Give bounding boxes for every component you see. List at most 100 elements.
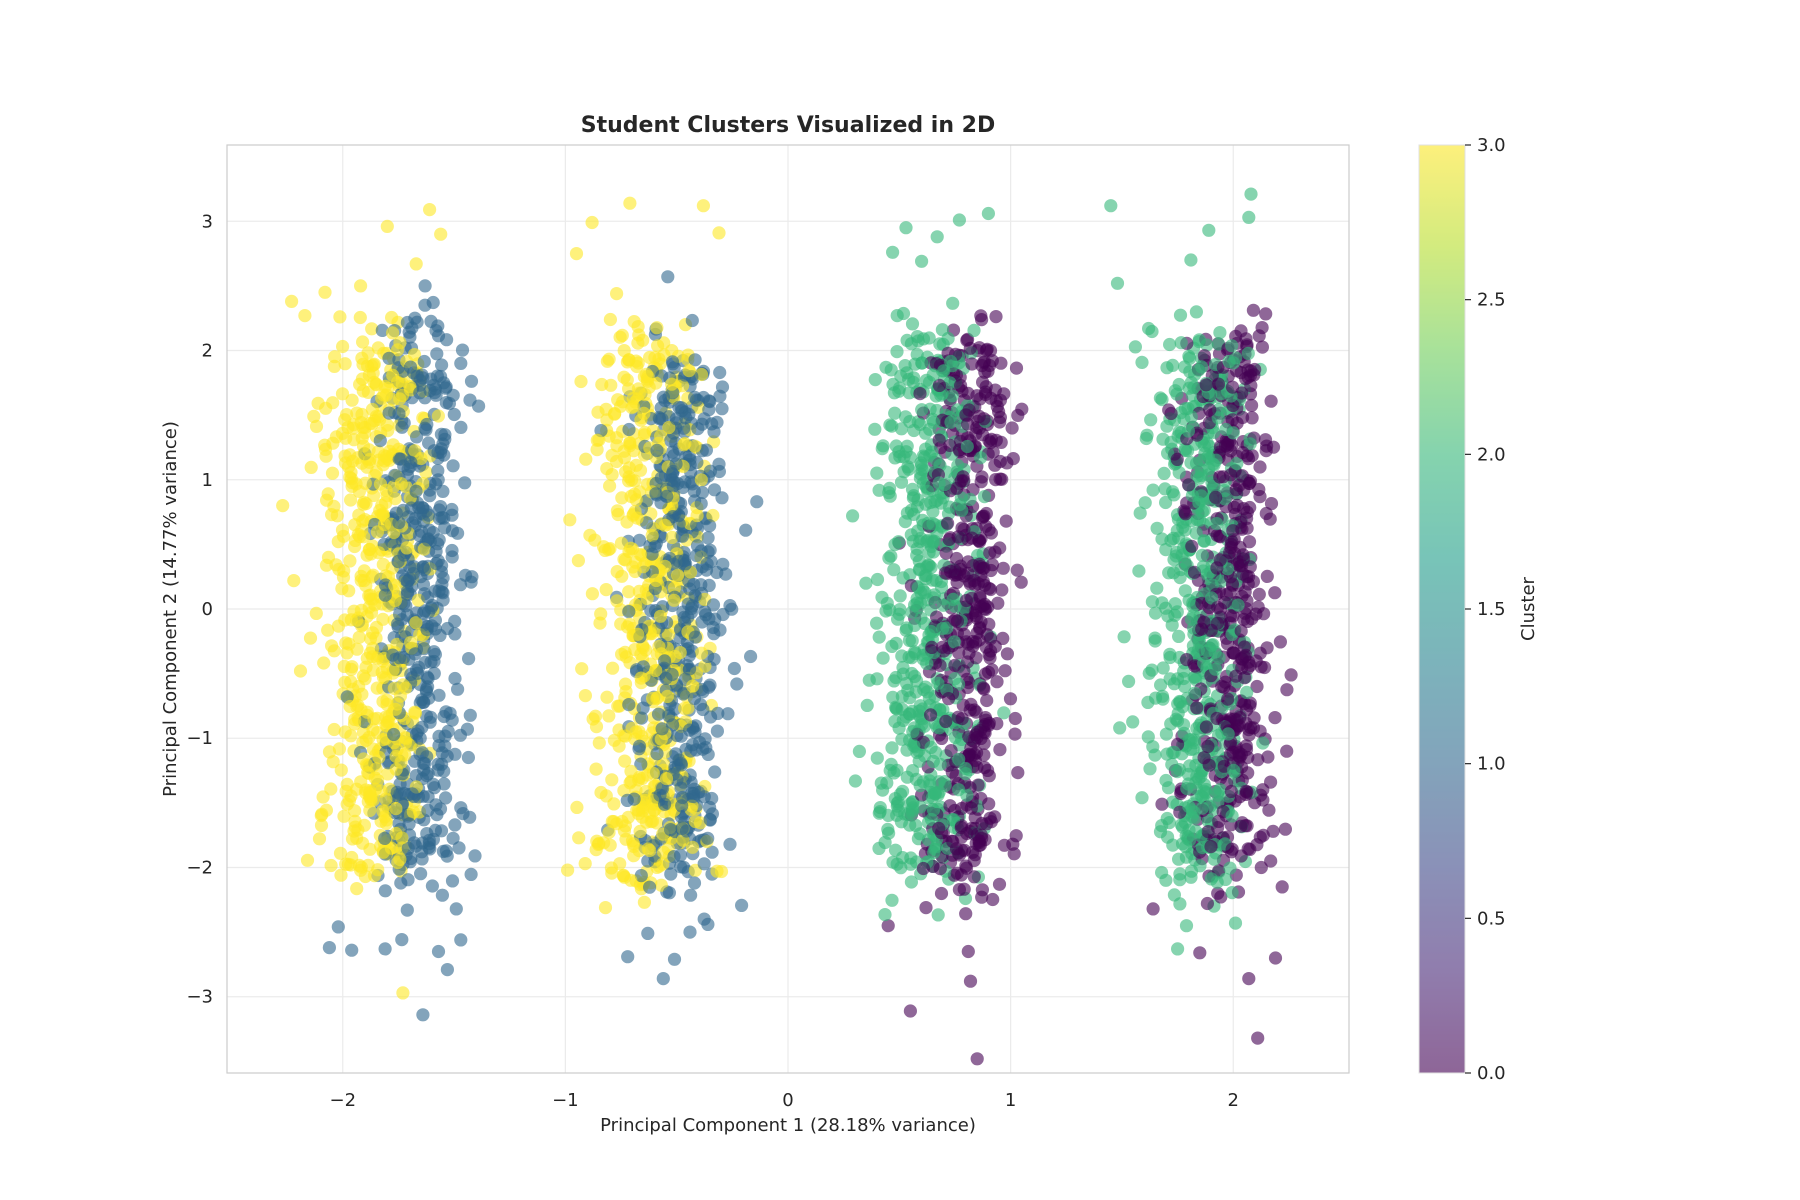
data-point-cluster-1 <box>701 545 715 559</box>
data-point-cluster-2 <box>1146 740 1160 754</box>
data-point-cluster-0 <box>1224 784 1238 799</box>
data-point-cluster-1 <box>446 388 460 402</box>
data-point-cluster-3 <box>364 606 379 620</box>
data-point-cluster-2 <box>1163 337 1177 352</box>
data-point-cluster-0 <box>941 516 955 530</box>
data-point-cluster-2 <box>1170 545 1184 559</box>
data-point-cluster-0 <box>1264 854 1278 868</box>
data-point-cluster-1 <box>658 797 672 811</box>
data-point-cluster-1 <box>322 941 336 955</box>
data-point-cluster-2 <box>1150 521 1164 535</box>
data-point-cluster-0 <box>1003 692 1018 706</box>
data-point-cluster-2 <box>1182 799 1196 814</box>
data-point-cluster-2 <box>918 585 932 600</box>
y-tick-label: −1 <box>186 728 213 749</box>
data-point-cluster-3 <box>632 844 646 858</box>
data-point-cluster-3 <box>637 895 652 909</box>
data-point-cluster-1 <box>461 750 475 765</box>
data-point-cluster-0 <box>1213 553 1227 567</box>
data-point-cluster-1 <box>419 685 434 699</box>
data-point-cluster-0 <box>1254 860 1268 875</box>
data-point-cluster-3 <box>311 396 325 410</box>
data-point-cluster-1 <box>382 406 396 420</box>
data-point-cluster-0 <box>998 664 1012 678</box>
data-point-cluster-1 <box>699 608 713 622</box>
data-point-cluster-0 <box>980 693 994 708</box>
data-point-cluster-1 <box>735 898 749 913</box>
data-point-cluster-0 <box>1231 557 1245 571</box>
data-point-cluster-0 <box>1225 842 1239 856</box>
data-point-cluster-2 <box>1135 355 1149 369</box>
data-point-cluster-2 <box>1208 662 1223 676</box>
data-point-cluster-3 <box>642 806 657 820</box>
data-point-cluster-2 <box>872 806 886 820</box>
data-point-cluster-1 <box>331 920 345 934</box>
data-point-cluster-1 <box>416 695 430 709</box>
data-point-cluster-2 <box>888 843 903 857</box>
data-point-cluster-2 <box>1133 506 1147 520</box>
data-point-cluster-0 <box>963 703 977 717</box>
data-point-cluster-2 <box>915 403 929 417</box>
data-point-cluster-0 <box>1268 951 1283 965</box>
data-point-cluster-2 <box>883 418 897 432</box>
data-point-cluster-2 <box>903 707 917 721</box>
data-point-cluster-0 <box>1218 595 1232 610</box>
data-point-cluster-2 <box>1156 661 1170 675</box>
data-point-cluster-0 <box>932 821 946 836</box>
data-point-cluster-1 <box>440 963 454 977</box>
data-point-cluster-3 <box>634 413 648 427</box>
data-point-cluster-1 <box>436 844 450 859</box>
data-point-cluster-0 <box>1011 766 1025 780</box>
data-point-cluster-3 <box>325 466 340 480</box>
data-point-cluster-1 <box>681 610 695 624</box>
data-point-cluster-1 <box>416 578 431 592</box>
data-point-cluster-2 <box>977 490 992 504</box>
data-point-cluster-3 <box>615 328 629 342</box>
data-point-cluster-2 <box>846 509 860 523</box>
data-point-cluster-1 <box>685 599 700 613</box>
data-point-cluster-0 <box>983 651 997 665</box>
data-point-cluster-0 <box>1259 307 1273 321</box>
data-point-cluster-2 <box>893 603 907 617</box>
data-point-cluster-2 <box>1113 721 1127 735</box>
data-point-cluster-0 <box>933 862 947 876</box>
data-point-cluster-0 <box>1226 646 1240 660</box>
data-point-cluster-3 <box>409 616 423 630</box>
data-point-cluster-1 <box>664 823 678 837</box>
data-point-cluster-1 <box>650 747 664 761</box>
data-point-cluster-1 <box>684 888 698 902</box>
data-point-cluster-2 <box>1145 595 1159 609</box>
data-point-cluster-3 <box>632 725 646 739</box>
data-point-cluster-2 <box>1240 685 1254 700</box>
data-point-cluster-0 <box>1015 402 1029 416</box>
data-point-cluster-0 <box>1200 896 1214 911</box>
data-point-cluster-3 <box>366 641 380 656</box>
data-point-cluster-2 <box>926 517 940 531</box>
data-point-cluster-3 <box>356 669 370 683</box>
data-point-cluster-0 <box>1255 321 1269 335</box>
data-point-cluster-3 <box>321 623 335 637</box>
data-point-cluster-2 <box>1179 840 1193 854</box>
data-point-cluster-0 <box>1260 569 1274 584</box>
data-point-cluster-3 <box>614 617 628 631</box>
data-point-cluster-3 <box>377 517 392 532</box>
data-point-cluster-2 <box>1132 564 1146 578</box>
data-point-cluster-1 <box>680 824 694 838</box>
data-point-cluster-3 <box>395 388 410 402</box>
data-point-cluster-3 <box>337 809 351 823</box>
data-point-cluster-2 <box>1142 321 1156 336</box>
data-point-cluster-3 <box>588 533 602 547</box>
data-point-cluster-2 <box>1154 678 1168 692</box>
data-point-cluster-1 <box>694 497 708 511</box>
data-point-cluster-2 <box>911 600 925 615</box>
data-point-cluster-1 <box>669 412 684 426</box>
data-point-cluster-1 <box>410 430 424 444</box>
data-point-cluster-2 <box>1172 629 1186 644</box>
data-point-cluster-2 <box>1170 714 1185 728</box>
data-point-cluster-2 <box>876 783 890 797</box>
data-point-cluster-1 <box>451 526 465 540</box>
data-point-cluster-3 <box>336 529 351 543</box>
data-point-cluster-1 <box>425 879 439 893</box>
data-point-cluster-2 <box>896 571 910 585</box>
data-point-cluster-2 <box>910 548 924 563</box>
